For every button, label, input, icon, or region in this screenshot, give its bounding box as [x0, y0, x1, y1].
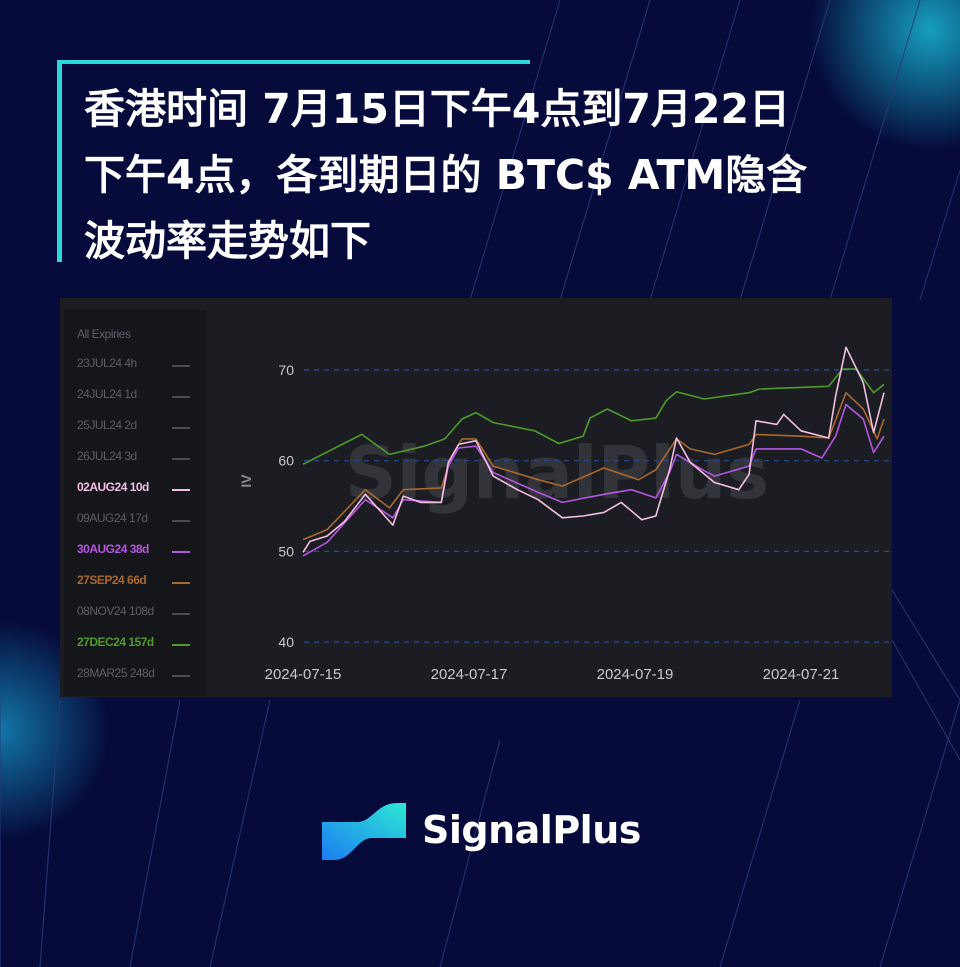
page-title: 香港时间 7月15日下午4点到7月22日 下午4点，各到期日的 BTC$ ATM…	[84, 76, 904, 274]
legend-item[interactable]: 26JUL24 3d	[77, 449, 202, 469]
legend-item[interactable]: 30AUG24 38d	[77, 542, 202, 562]
legend-label: 02AUG24 10d	[77, 480, 149, 494]
series-line-02aug24	[302, 346, 885, 553]
y-tick-label: 50	[278, 543, 294, 559]
x-tick-label: 2024-07-21	[763, 666, 840, 683]
y-axis-label: IV	[238, 474, 254, 488]
series-line-30aug24	[302, 403, 885, 557]
legend-label: 26JUL24 3d	[77, 449, 137, 463]
legend-label: 25JUL24 2d	[77, 418, 137, 432]
title-accent-bar	[57, 62, 62, 262]
legend-label: 23JUL24 4h	[77, 356, 137, 370]
x-tick-label: 2024-07-19	[597, 666, 674, 683]
legend-swatch	[172, 427, 190, 429]
chart-legend: All Expiries 23JUL24 4h 24JUL24 1d 25JUL24…	[64, 310, 207, 696]
legend-label: 28MAR25 248d	[77, 666, 155, 680]
title-accent-bar	[57, 60, 530, 64]
legend-item[interactable]: 27SEP24 66d	[77, 573, 202, 593]
title-line: 波动率走势如下	[84, 217, 371, 265]
series-line-27sep24	[302, 391, 885, 541]
legend-swatch	[172, 675, 190, 677]
watermark: SignalPlus	[345, 431, 769, 515]
legend-item[interactable]: 27DEC24 157d	[77, 635, 202, 655]
y-tick-label: 70	[278, 362, 294, 378]
signalplus-logo: SignalPlus	[322, 800, 652, 864]
legend-label: 24JUL24 1d	[77, 387, 137, 401]
legend-swatch	[172, 365, 190, 367]
title-line: 下午4点，各到期日的 BTC$ ATM隐含	[84, 151, 808, 199]
legend-swatch	[172, 551, 190, 553]
y-tick-label: 60	[278, 453, 294, 469]
legend-swatch	[172, 644, 190, 646]
legend-header[interactable]: All Expiries	[77, 327, 131, 341]
legend-swatch	[172, 458, 190, 460]
line-chart: SignalPlus 70 60 50 40 IV 2024-07-15 2024-07-17…	[238, 346, 892, 683]
legend-item[interactable]: 24JUL24 1d	[77, 387, 202, 407]
x-tick-label: 2024-07-15	[265, 666, 342, 683]
legend-swatch	[172, 613, 190, 615]
logo-wordmark: SignalPlus	[422, 808, 641, 852]
legend-label: 08NOV24 108d	[77, 604, 154, 618]
legend-label: 30AUG24 38d	[77, 542, 149, 556]
legend-item[interactable]: 28MAR25 248d	[77, 666, 202, 686]
series-line-27dec24	[302, 368, 885, 466]
legend-item[interactable]: 08NOV24 108d	[77, 604, 202, 624]
title-line: 香港时间 7月15日下午4点到7月22日	[84, 85, 790, 133]
legend-label: 09AUG24 17d	[77, 511, 148, 525]
legend-label: 27SEP24 66d	[77, 573, 147, 587]
legend-item[interactable]: 25JUL24 2d	[77, 418, 202, 438]
legend-item[interactable]: 02AUG24 10d	[77, 480, 202, 500]
legend-swatch	[172, 520, 190, 522]
legend-label: 27DEC24 157d	[77, 635, 154, 649]
logo-icon	[322, 803, 406, 860]
legend-swatch	[172, 396, 190, 398]
x-tick-label: 2024-07-17	[431, 666, 508, 683]
legend-item[interactable]: 09AUG24 17d	[77, 511, 202, 531]
legend-swatch	[172, 582, 190, 584]
y-tick-label: 40	[278, 634, 294, 650]
legend-swatch	[172, 489, 190, 491]
legend-item[interactable]: 23JUL24 4h	[77, 356, 202, 376]
